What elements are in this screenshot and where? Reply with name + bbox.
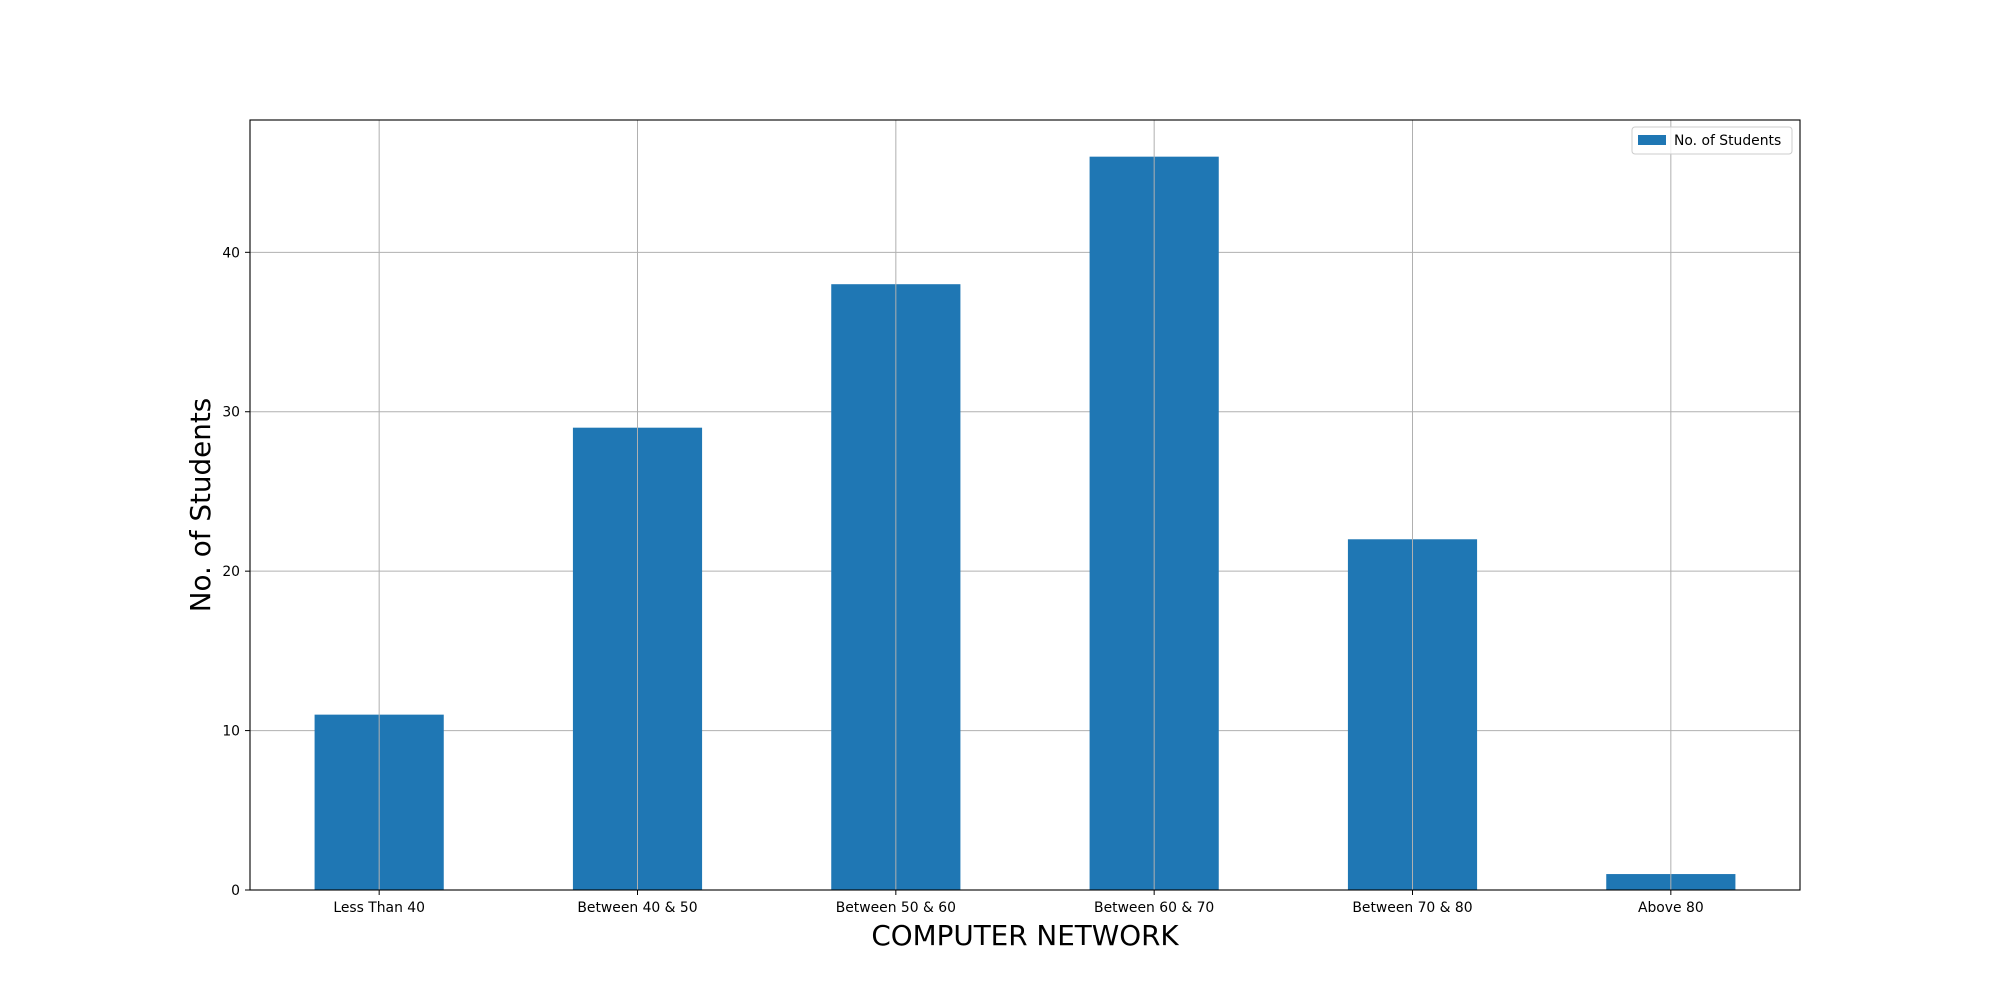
x-tick-label: Less Than 40 xyxy=(333,900,425,916)
y-tick-label: 40 xyxy=(222,245,240,261)
x-axis-label: COMPUTER NETWORK xyxy=(871,919,1179,952)
x-tick-label: Between 40 & 50 xyxy=(577,900,697,916)
x-tick-label: Between 70 & 80 xyxy=(1352,900,1472,916)
x-axis-ticks: Less Than 40 Between 40 & 50 Between 50 & … xyxy=(333,890,1704,916)
y-axis-label: No. of Students xyxy=(184,398,217,613)
y-tick-label: 30 xyxy=(222,405,240,421)
plot-frame xyxy=(249,119,1801,891)
x-tick-label: Between 50 & 60 xyxy=(836,900,956,916)
plot-area xyxy=(249,119,1801,891)
legend-entry: No. of Students xyxy=(1674,133,1781,149)
x-tick-label: Between 60 & 70 xyxy=(1094,900,1214,916)
y-axis-ticks: 0 10 20 30 40 xyxy=(222,245,250,899)
vertical-grid-lines xyxy=(378,120,1672,890)
y-tick-label: 10 xyxy=(222,724,240,740)
x-tick-label: Above 80 xyxy=(1638,900,1704,916)
y-tick-label: 20 xyxy=(222,564,240,580)
legend-box xyxy=(1631,126,1793,155)
y-tick-label: 0 xyxy=(231,883,240,899)
legend-swatch xyxy=(1638,135,1666,145)
legend: No. of Students xyxy=(1631,126,1793,155)
